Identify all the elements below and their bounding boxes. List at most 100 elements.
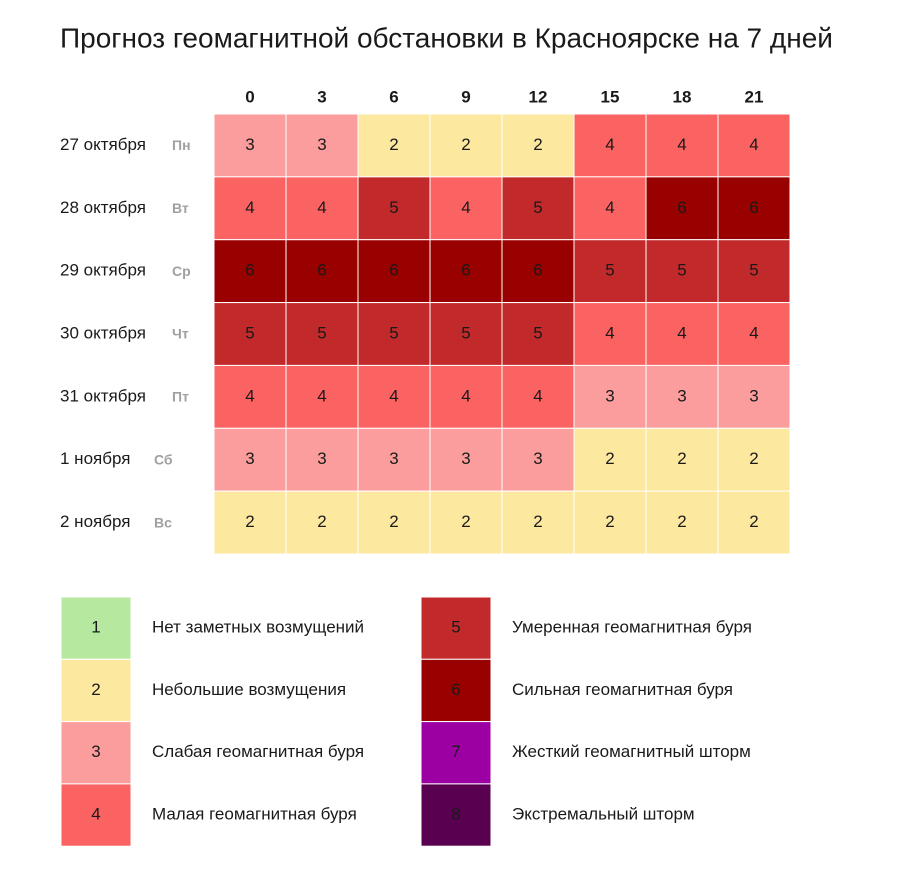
cell xyxy=(429,239,503,304)
cell-label: 6 xyxy=(749,198,758,217)
cell-label: 5 xyxy=(317,323,326,342)
cell xyxy=(501,490,575,555)
cell xyxy=(285,176,359,241)
cell-label: 2 xyxy=(677,512,686,531)
cell xyxy=(573,427,647,492)
legend-value: 7 xyxy=(451,742,460,761)
cell-label: 6 xyxy=(461,261,470,280)
cell-label: 4 xyxy=(749,135,758,154)
row-date: 27 октября xyxy=(60,135,146,154)
legend-swatch xyxy=(60,783,132,847)
cell-label: 2 xyxy=(389,512,398,531)
cell-label: 4 xyxy=(245,386,254,405)
cell-label: 2 xyxy=(461,512,470,531)
cell-label: 4 xyxy=(461,386,470,405)
cell-label: 2 xyxy=(245,512,254,531)
cell xyxy=(645,427,719,492)
cell xyxy=(213,490,287,555)
cell-label: 5 xyxy=(389,323,398,342)
cell xyxy=(573,364,647,429)
column-label: 18 xyxy=(673,87,692,106)
cell-label: 3 xyxy=(389,449,398,468)
cell-label: 6 xyxy=(317,261,326,280)
cell-label: 6 xyxy=(389,261,398,280)
cell xyxy=(285,239,359,304)
cell-label: 3 xyxy=(317,449,326,468)
column-label: 0 xyxy=(245,87,254,106)
cell-label: 2 xyxy=(533,135,542,154)
cell xyxy=(717,490,791,555)
cell xyxy=(357,427,431,492)
cell-label: 5 xyxy=(389,198,398,217)
cell-label: 6 xyxy=(245,261,254,280)
legend-label: Нет заметных возмущений xyxy=(152,617,364,636)
cell xyxy=(573,113,647,178)
cell xyxy=(357,490,431,555)
cell xyxy=(285,427,359,492)
cell xyxy=(717,427,791,492)
cell xyxy=(717,113,791,178)
cell xyxy=(717,364,791,429)
row-day: Вт xyxy=(172,200,189,216)
cell-label: 2 xyxy=(533,512,542,531)
cell-label: 3 xyxy=(533,449,542,468)
cell-label: 3 xyxy=(245,449,254,468)
cell-label: 2 xyxy=(461,135,470,154)
cell xyxy=(501,364,575,429)
legend-swatch xyxy=(60,721,132,785)
cell xyxy=(357,302,431,366)
row-day: Сб xyxy=(154,451,173,467)
cell xyxy=(213,302,287,366)
cell xyxy=(573,239,647,304)
cell-label: 4 xyxy=(461,198,470,217)
cell xyxy=(501,302,575,366)
legend-label: Небольшие возмущения xyxy=(152,680,346,699)
cell-label: 4 xyxy=(605,198,614,217)
cell-label: 5 xyxy=(749,261,758,280)
legend-label: Малая геомагнитная буря xyxy=(152,804,357,823)
cell-label: 5 xyxy=(533,198,542,217)
row-day: Пт xyxy=(172,389,189,405)
legend-value: 6 xyxy=(451,680,460,699)
column-label: 3 xyxy=(317,87,326,106)
cell-label: 5 xyxy=(461,323,470,342)
cell-label: 4 xyxy=(605,135,614,154)
cell-label: 3 xyxy=(677,386,686,405)
legend-value: 3 xyxy=(91,742,100,761)
cell xyxy=(357,113,431,178)
row-day: Ср xyxy=(172,263,191,279)
column-label: 9 xyxy=(461,87,470,106)
cell-label: 2 xyxy=(749,449,758,468)
row-date: 28 октября xyxy=(60,198,146,217)
column-label: 12 xyxy=(529,87,548,106)
legend-label: Умеренная геомагнитная буря xyxy=(512,617,752,636)
legend-value: 8 xyxy=(451,804,460,823)
cell xyxy=(717,239,791,304)
legend-label: Экстремальный шторм xyxy=(512,804,695,823)
legend-label: Слабая геомагнитная буря xyxy=(152,742,364,761)
column-label: 15 xyxy=(601,87,620,106)
cell-label: 5 xyxy=(605,261,614,280)
legend-label: Сильная геомагнитная буря xyxy=(512,680,733,699)
cell-label: 3 xyxy=(245,135,254,154)
row-day: Пн xyxy=(172,137,191,153)
legend-value: 5 xyxy=(451,617,460,636)
cell xyxy=(717,176,791,241)
cell xyxy=(429,302,503,366)
cell xyxy=(501,427,575,492)
cell-label: 2 xyxy=(317,512,326,531)
chart-title: Прогноз геомагнитной обстановки в Красно… xyxy=(60,22,833,53)
cell xyxy=(429,176,503,241)
cell-label: 2 xyxy=(389,135,398,154)
cell-label: 2 xyxy=(605,512,614,531)
cell-label: 6 xyxy=(533,261,542,280)
legend-swatch xyxy=(420,596,492,660)
cell xyxy=(357,239,431,304)
cell-label: 3 xyxy=(749,386,758,405)
row-date: 1 ноября xyxy=(60,449,130,468)
cell xyxy=(285,113,359,178)
cell-label: 4 xyxy=(533,386,542,405)
row-day: Вс xyxy=(154,514,172,530)
column-label: 21 xyxy=(745,87,764,106)
